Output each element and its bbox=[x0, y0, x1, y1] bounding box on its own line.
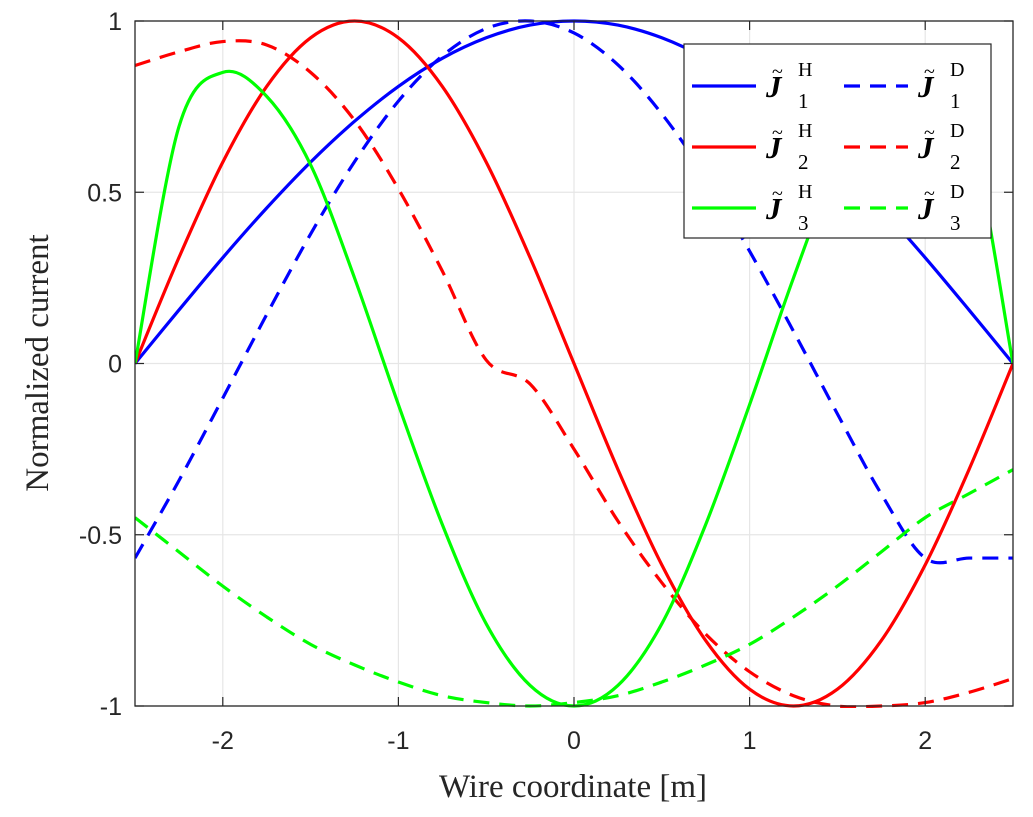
x-axis: -2 -1 0 1 2 bbox=[212, 21, 932, 755]
legend-subscript: 1 bbox=[950, 89, 961, 113]
legend-tilde: ~ bbox=[924, 61, 935, 83]
legend-subscript: 2 bbox=[950, 150, 961, 174]
legend-tilde: ~ bbox=[924, 122, 935, 144]
x-tick-label: -1 bbox=[387, 727, 409, 755]
legend-subscript: 3 bbox=[950, 211, 961, 235]
y-axis: -1 -0.5 0 0.5 1 bbox=[79, 8, 1013, 721]
legend-superscript: D bbox=[950, 120, 964, 142]
y-tick-label: -0.5 bbox=[79, 522, 122, 550]
legend-tilde: ~ bbox=[772, 122, 783, 144]
legend-symbol: J bbox=[765, 130, 783, 165]
legend-box bbox=[683, 43, 992, 239]
series-line-1-D bbox=[135, 19, 1013, 565]
y-tick-label: 1 bbox=[108, 8, 122, 36]
legend-superscript: H bbox=[798, 59, 812, 81]
legend-superscript: H bbox=[798, 181, 812, 203]
legend-symbol: J bbox=[765, 69, 783, 104]
legend-subscript: 3 bbox=[798, 211, 809, 235]
series-line-2-H bbox=[135, 19, 1013, 708]
y-axis-title: Normalized current bbox=[20, 234, 56, 491]
legend-tilde: ~ bbox=[772, 61, 783, 83]
legend-subscript: 2 bbox=[798, 150, 809, 174]
legend-tilde: ~ bbox=[772, 183, 783, 205]
y-tick-label: -1 bbox=[100, 693, 122, 721]
x-tick-label: 0 bbox=[567, 727, 581, 755]
legend-symbol: J bbox=[917, 130, 935, 165]
legend-symbol: J bbox=[917, 191, 935, 226]
legend-tilde: ~ bbox=[924, 183, 935, 205]
legend-superscript: D bbox=[950, 59, 964, 81]
legend-superscript: D bbox=[950, 181, 964, 203]
legend-symbol: J bbox=[917, 69, 935, 104]
y-tick-label: 0.5 bbox=[87, 179, 122, 207]
legend-superscript: H bbox=[798, 120, 812, 142]
x-axis-title: Wire coordinate [m] bbox=[439, 769, 707, 805]
legend: J~ H1 J~ D1J~ H2 J~ D2J~ H3 J~ D3 bbox=[683, 43, 992, 239]
x-tick-label: 2 bbox=[918, 727, 932, 755]
legend-symbol: J bbox=[765, 191, 783, 226]
series-line-3-D bbox=[135, 468, 1013, 708]
y-tick-label: 0 bbox=[108, 351, 122, 379]
x-tick-label: 1 bbox=[743, 727, 757, 755]
legend-subscript: 1 bbox=[798, 89, 809, 113]
x-tick-label: -2 bbox=[212, 727, 234, 755]
